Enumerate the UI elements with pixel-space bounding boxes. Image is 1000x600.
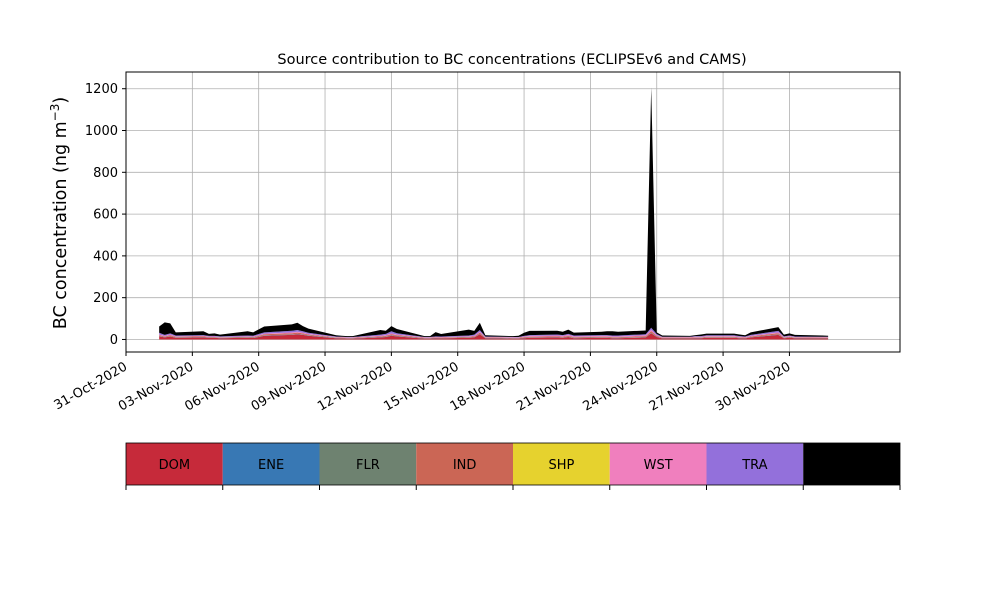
- legend-label-bb: BB: [843, 458, 861, 473]
- y-tick-label: 600: [93, 208, 118, 223]
- x-tick-label: 30-Nov-2020: [713, 359, 793, 414]
- legend-label-flr: FLR: [356, 458, 380, 473]
- y-tick-label: 200: [93, 291, 118, 306]
- grid-layer: [125, 72, 900, 352]
- legend-label-dom: DOM: [159, 458, 190, 473]
- legend-swatch-tra: [706, 443, 804, 485]
- plot-frame: [125, 71, 901, 353]
- legend-swatch-dom: [126, 443, 223, 485]
- legend-swatch-shp: [513, 443, 610, 485]
- legend-swatch-flr: [319, 443, 417, 485]
- legend: DOM ENE FLR IND SHP WST TRA BB: [125, 442, 901, 490]
- y-axis-label-text: BC concentration (ng m: [51, 121, 71, 329]
- area-bb: [159, 87, 829, 337]
- legend-label-ind: IND: [453, 458, 477, 473]
- tick-layer: 02004006008001000120031-Oct-202003-Nov-2…: [52, 82, 794, 414]
- y-axis-label-tail: ): [51, 97, 71, 104]
- y-axis-label: BC concentration (ng m−3): [48, 97, 71, 329]
- y-axis-label-superscript: −3: [48, 104, 62, 122]
- area-wst: [159, 329, 829, 338]
- area-layer: [159, 87, 829, 340]
- chart-title: Source contribution to BC concentrations…: [277, 52, 746, 68]
- legend-swatch-bb: [803, 443, 900, 485]
- legend-label-wst: WST: [644, 458, 673, 473]
- area-dom: [159, 333, 829, 340]
- area-tra: [159, 327, 829, 338]
- y-tick-label: 400: [93, 249, 118, 264]
- area-ene: [159, 332, 829, 339]
- legend-label-tra: TRA: [741, 458, 767, 473]
- legend-swatch-ene: [222, 443, 320, 485]
- y-tick-label: 1200: [85, 82, 118, 97]
- legend-label-shp: SHP: [548, 458, 574, 473]
- legend-swatch-wst: [609, 443, 707, 485]
- y-tick-label: 0: [110, 333, 118, 348]
- y-tick-label: 1000: [85, 124, 118, 139]
- area-flr: [159, 332, 829, 339]
- y-tick-label: 800: [93, 166, 118, 181]
- area-ind: [159, 331, 829, 339]
- legend-swatch-ind: [416, 443, 513, 485]
- legend-label-ene: ENE: [258, 458, 284, 473]
